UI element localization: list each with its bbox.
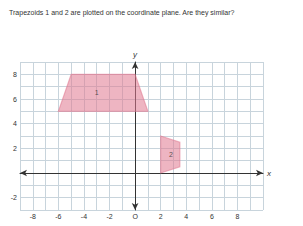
- svg-text:x: x: [266, 169, 272, 178]
- svg-text:-6: -6: [55, 213, 61, 220]
- svg-text:2: 2: [169, 151, 173, 158]
- svg-text:y: y: [132, 50, 138, 59]
- svg-text:8: 8: [235, 213, 239, 220]
- svg-text:6: 6: [210, 213, 214, 220]
- svg-text:2: 2: [13, 145, 17, 152]
- svg-text:Trapezoids 1 and 2 are plotted: Trapezoids 1 and 2 are plotted on the co…: [9, 9, 235, 17]
- svg-text:8: 8: [13, 71, 17, 78]
- svg-text:4: 4: [184, 213, 188, 220]
- svg-text:-4: -4: [81, 213, 87, 220]
- svg-text:2: 2: [159, 213, 163, 220]
- svg-text:O: O: [132, 213, 138, 220]
- svg-text:6: 6: [13, 96, 17, 103]
- svg-text:-8: -8: [30, 213, 36, 220]
- svg-text:-2: -2: [11, 194, 17, 201]
- svg-text:-2: -2: [106, 213, 112, 220]
- svg-text:4: 4: [13, 120, 17, 127]
- svg-text:1: 1: [95, 89, 99, 96]
